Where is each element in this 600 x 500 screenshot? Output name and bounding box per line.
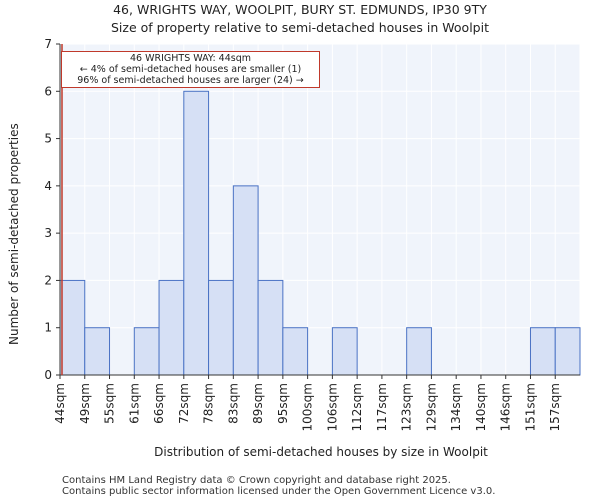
histogram-bar (529, 327, 556, 376)
property-annotation-box: 46 WRIGHTS WAY: 44sqm ← 4% of semi-detac… (61, 51, 320, 88)
y-tick-label: 7 (44, 37, 52, 51)
x-tick-label: 117sqm (375, 383, 389, 431)
x-tick-label: 89sqm (251, 383, 265, 424)
x-tick-label: 106sqm (325, 383, 339, 431)
histogram-bar (158, 279, 185, 376)
x-tick-label: 140sqm (474, 383, 488, 431)
plot-background (60, 44, 580, 375)
annotation-line-1: 46 WRIGHTS WAY: 44sqm (130, 53, 251, 64)
x-tick-label: 151sqm (523, 383, 537, 431)
x-tick-label: 83sqm (226, 383, 240, 424)
histogram-bar (59, 279, 86, 376)
x-axis-label: Distribution of semi-detached houses by … (154, 445, 488, 459)
histogram-bar (133, 327, 160, 376)
x-tick-label: 112sqm (350, 383, 364, 431)
x-tick-label: 157sqm (548, 383, 562, 431)
annotation-line-2: ← 4% of semi-detached houses are smaller… (79, 64, 302, 75)
footer-line-2: Contains public sector information licen… (62, 486, 496, 497)
x-tick-label: 66sqm (152, 383, 166, 424)
x-tick-label: 100sqm (301, 383, 315, 431)
y-tick-label: 1 (44, 321, 52, 335)
x-tick-label: 49sqm (78, 383, 92, 424)
y-tick-label: 3 (44, 226, 52, 240)
y-tick-label: 4 (44, 179, 52, 193)
x-tick-label: 146sqm (499, 383, 513, 431)
x-tick-label: 55sqm (103, 383, 117, 424)
histogram-bar (406, 327, 432, 376)
x-tick-label: 123sqm (400, 383, 414, 431)
x-tick-label: 44sqm (53, 383, 67, 424)
x-tick-label: 134sqm (449, 383, 463, 431)
x-tick-label: 129sqm (424, 383, 438, 431)
histogram-bar (331, 327, 358, 376)
x-tick-label: 61sqm (127, 383, 141, 424)
y-tick-label: 0 (44, 368, 52, 382)
chart-title: 46, WRIGHTS WAY, WOOLPIT, BURY ST. EDMUN… (113, 2, 487, 17)
footer-line-1: Contains HM Land Registry data © Crown c… (62, 475, 451, 486)
histogram-bar (554, 327, 581, 376)
x-tick-label: 72sqm (177, 383, 191, 424)
y-tick-label: 5 (44, 132, 52, 146)
histogram-bar (282, 327, 309, 376)
chart-subtitle: Size of property relative to semi-detach… (111, 20, 489, 35)
histogram-bar (183, 90, 210, 376)
x-tick-label: 95sqm (276, 383, 290, 424)
y-axis-label: Number of semi-detached properties (7, 123, 21, 345)
y-tick-label: 2 (44, 273, 52, 287)
annotation-line-3: 96% of semi-detached houses are larger (… (77, 75, 304, 86)
histogram-bar (257, 279, 284, 376)
y-tick-label: 6 (44, 84, 52, 98)
histogram-bar (208, 279, 234, 376)
histogram-bar (232, 185, 259, 376)
histogram-bar (84, 327, 111, 376)
x-tick-label: 78sqm (202, 383, 216, 424)
